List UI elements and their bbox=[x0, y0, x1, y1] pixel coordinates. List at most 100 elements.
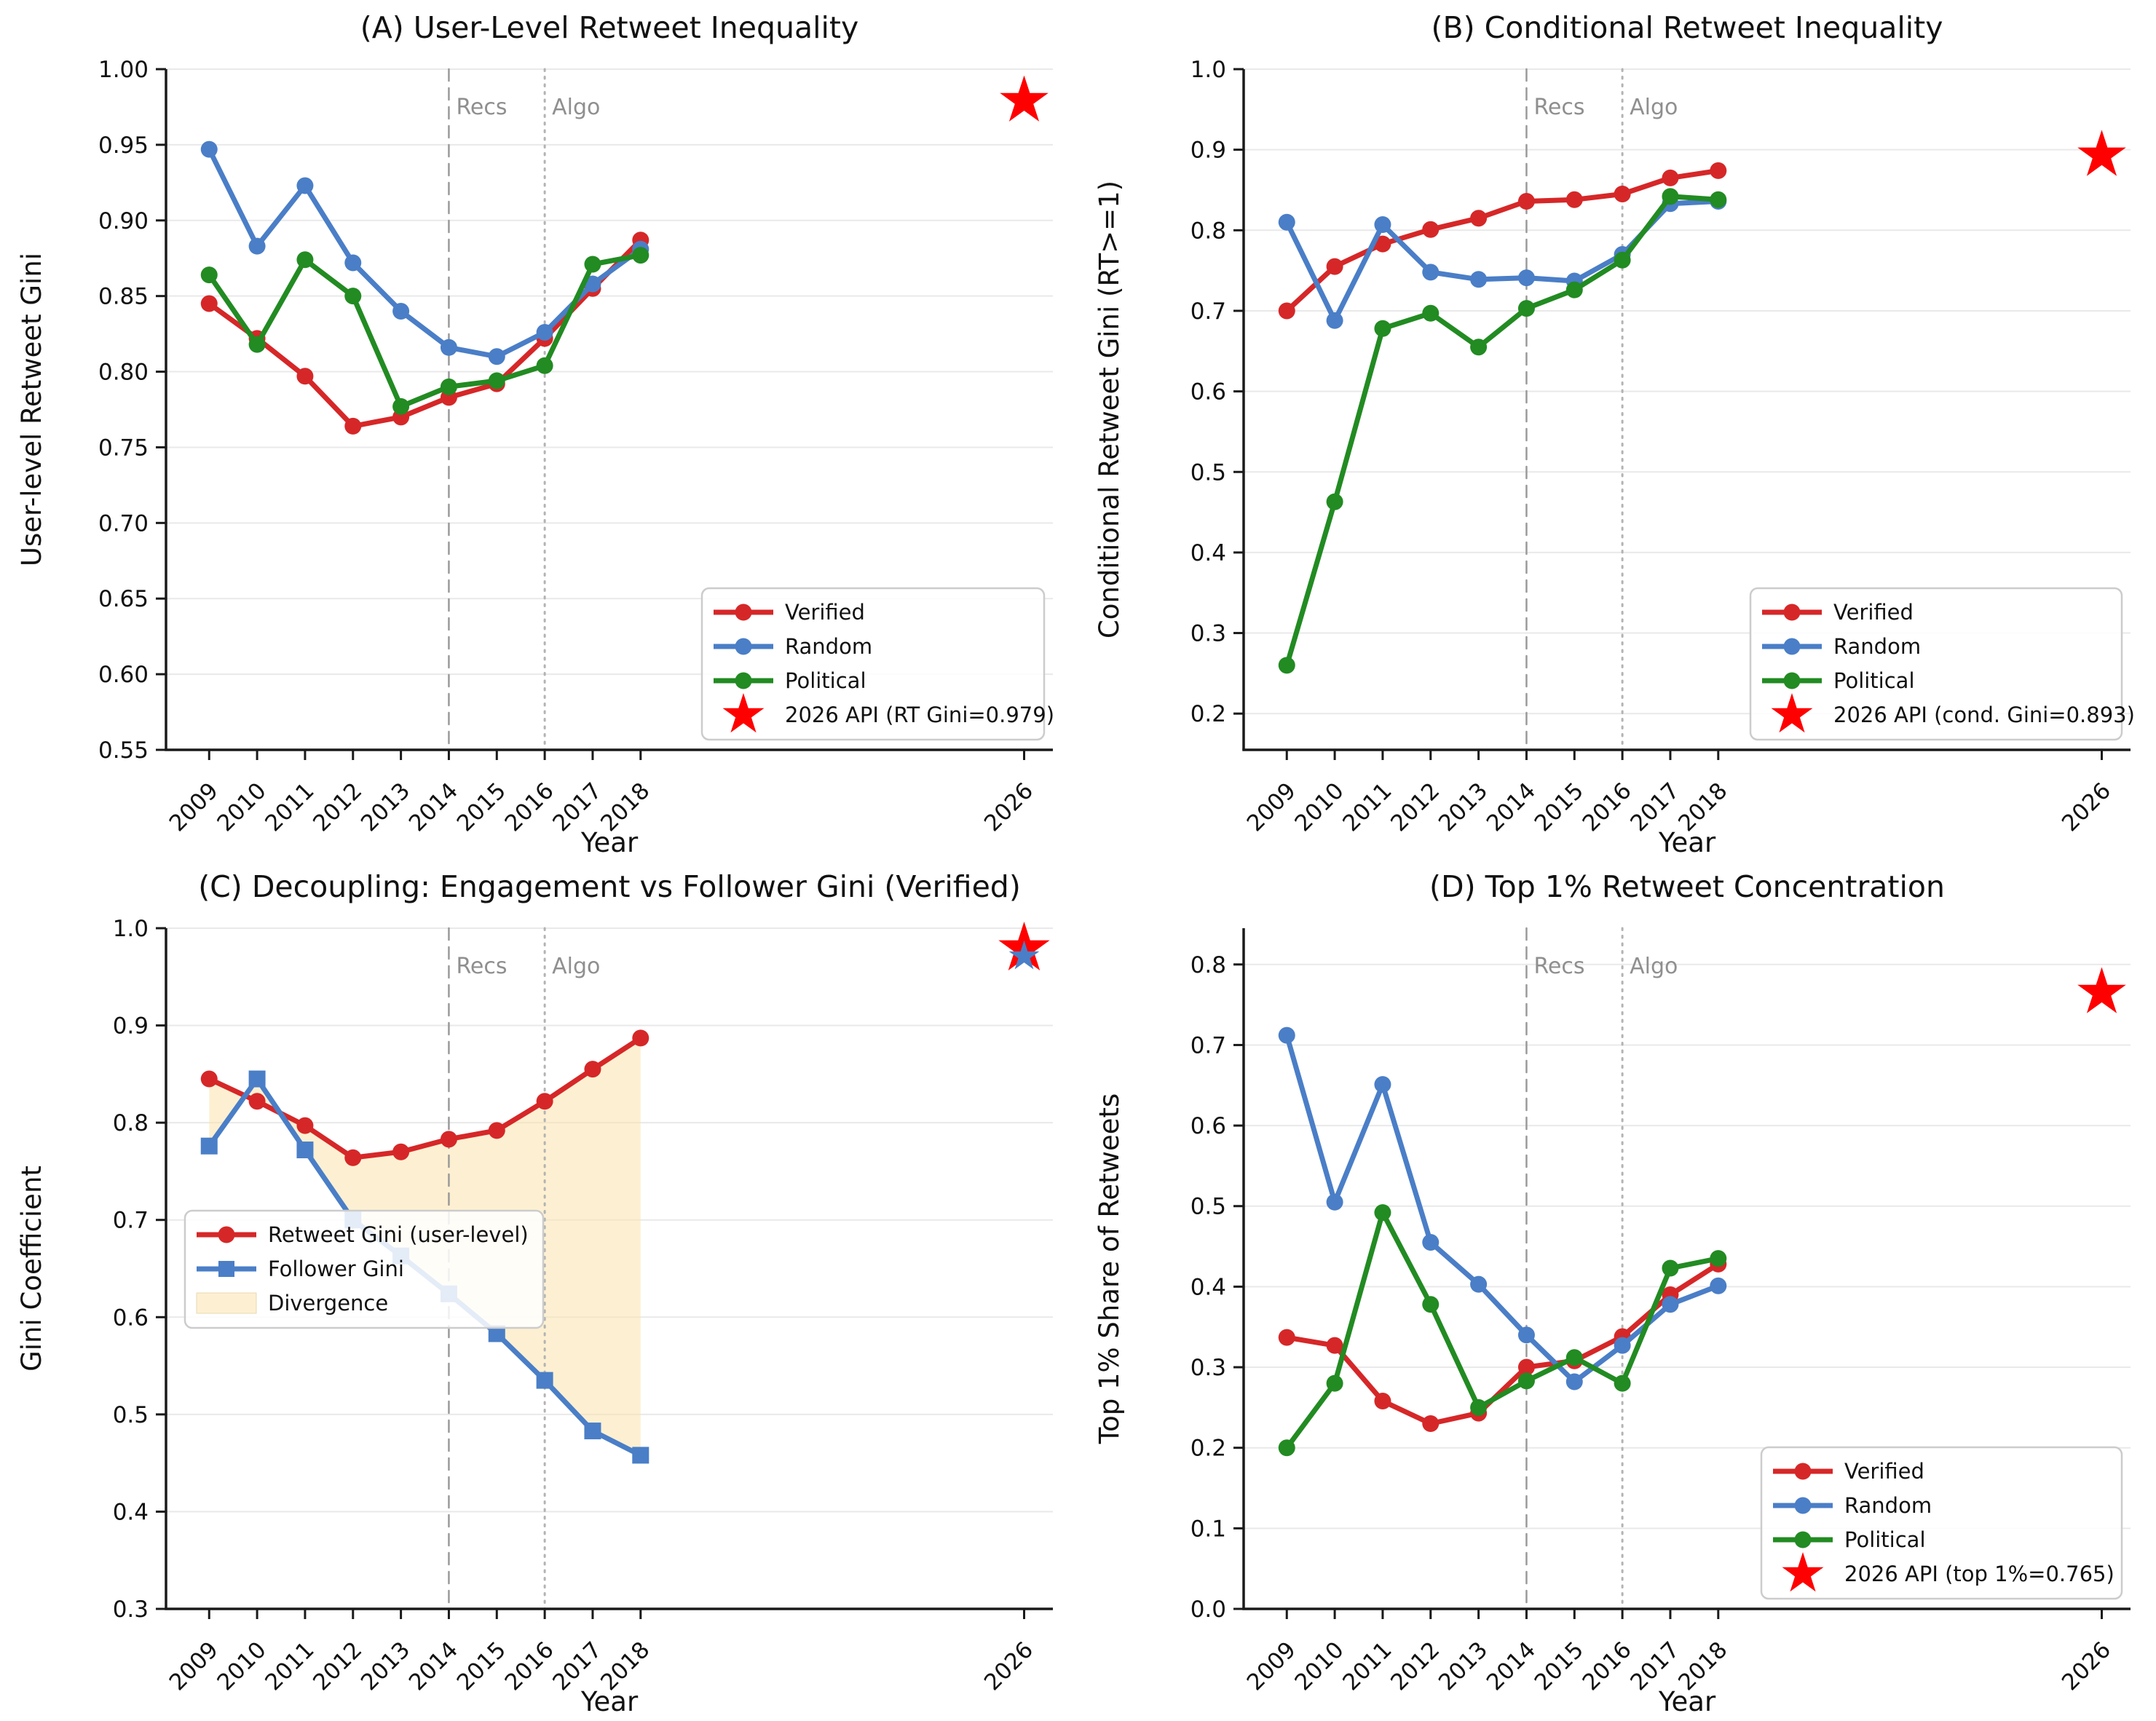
data-point bbox=[1662, 169, 1679, 186]
data-point bbox=[1614, 1374, 1631, 1392]
y-tick-label: 0.2 bbox=[1190, 1436, 1226, 1462]
event-label-recs: Recs bbox=[456, 95, 507, 120]
x-tick-label: 2015 bbox=[452, 778, 511, 836]
data-point bbox=[1662, 188, 1679, 205]
data-point bbox=[1470, 210, 1488, 227]
y-tick-label: 0.9 bbox=[113, 1013, 149, 1040]
data-point bbox=[584, 1423, 601, 1440]
data-point bbox=[1470, 271, 1488, 288]
forecast-star-marker bbox=[2077, 967, 2126, 1013]
data-point bbox=[584, 1061, 601, 1078]
data-point bbox=[296, 1117, 314, 1134]
data-point bbox=[200, 295, 218, 312]
x-tick-label: 2015 bbox=[1530, 778, 1589, 836]
legend-star-marker bbox=[722, 693, 765, 733]
chart-panel-a: Recs Algo 0.55 0.60 0.65 0.70 0.75 0.80 0.85 0.90… bbox=[0, 0, 1078, 859]
legend-label: Verified bbox=[1833, 600, 1914, 625]
y-tick-label: 0.8 bbox=[113, 1110, 149, 1136]
forecast-star-marker bbox=[1008, 940, 1040, 970]
x-tick-label: 2012 bbox=[1386, 778, 1445, 836]
x-tick-label: 2016 bbox=[1578, 1637, 1637, 1696]
y-tick-label: 1.0 bbox=[113, 916, 149, 942]
legend-marker bbox=[735, 638, 752, 655]
data-point bbox=[632, 247, 649, 264]
y-tick-label: 0.3 bbox=[113, 1597, 149, 1623]
data-point bbox=[1374, 1393, 1391, 1410]
y-axis-label: User-level Retweet Gini bbox=[16, 253, 47, 566]
legend-label: Political bbox=[1844, 1527, 1926, 1552]
legend-label: Retweet Gini (user-level) bbox=[268, 1222, 529, 1247]
x-axis-label: Year bbox=[580, 1686, 639, 1717]
data-point bbox=[1422, 1296, 1440, 1313]
y-tick-label: 0.85 bbox=[98, 284, 149, 310]
data-point bbox=[1662, 1296, 1679, 1313]
data-point bbox=[1517, 1358, 1535, 1376]
data-point bbox=[1517, 300, 1535, 317]
y-tick-label: 0.6 bbox=[1190, 379, 1226, 405]
y-tick-label: 0.6 bbox=[1190, 1113, 1226, 1139]
data-point bbox=[1278, 657, 1295, 674]
data-point bbox=[296, 251, 314, 269]
data-point bbox=[1278, 213, 1295, 231]
panel-title: (D) Top 1% Retweet Concentration bbox=[1429, 869, 1945, 904]
data-point bbox=[1710, 162, 1727, 179]
chart-panel-c: Recs Algo 0.3 0.4 0.5 0.6 0.7 0.8 0.9 1.0 2009 2010… bbox=[0, 859, 1078, 1718]
x-tick-label: 2010 bbox=[1290, 1637, 1349, 1696]
y-tick-label: 0.5 bbox=[113, 1402, 149, 1428]
data-point bbox=[200, 141, 218, 158]
x-tick-label: 2013 bbox=[1434, 778, 1493, 836]
data-point bbox=[1326, 312, 1343, 329]
x-tick-label: 2010 bbox=[212, 1637, 271, 1696]
y-tick-label: 0.70 bbox=[98, 510, 149, 537]
x-tick-label: 2014 bbox=[404, 1637, 463, 1696]
legend-marker bbox=[1783, 672, 1801, 689]
series-line-0 bbox=[1284, 167, 1721, 314]
legend: Verified Random Political 2026 API (top 1%=… bbox=[1760, 1446, 2123, 1600]
forecast-star-marker bbox=[1000, 75, 1049, 122]
y-tick-label: 0.90 bbox=[98, 208, 149, 234]
legend-marker bbox=[1794, 1497, 1812, 1514]
data-point bbox=[1326, 1193, 1343, 1211]
data-point bbox=[536, 357, 553, 374]
data-point bbox=[1374, 235, 1391, 253]
data-point bbox=[1565, 281, 1583, 298]
data-point bbox=[296, 177, 314, 194]
y-tick-label: 0.8 bbox=[1190, 218, 1226, 244]
legend-label: 2026 API (RT Gini=0.979) bbox=[785, 703, 1054, 727]
event-label-recs: Recs bbox=[1533, 95, 1584, 120]
y-tick-label: 0.8 bbox=[1190, 952, 1226, 978]
data-point bbox=[1422, 264, 1440, 281]
x-tick-label: 2026 bbox=[979, 1637, 1038, 1696]
y-tick-label: 0.4 bbox=[1190, 540, 1226, 566]
data-point bbox=[1614, 1337, 1631, 1354]
data-point bbox=[1422, 221, 1440, 238]
legend-marker bbox=[735, 672, 752, 689]
series-line-2 bbox=[1284, 194, 1721, 668]
data-point bbox=[1278, 1329, 1295, 1346]
y-tick-label: 0.6 bbox=[113, 1305, 149, 1331]
data-point bbox=[1470, 1275, 1488, 1293]
x-tick-label: 2011 bbox=[260, 778, 319, 836]
data-point bbox=[488, 372, 505, 389]
data-point bbox=[296, 368, 314, 385]
series-line-0 bbox=[1284, 1261, 1721, 1426]
x-tick-label: 2014 bbox=[404, 778, 463, 836]
x-tick-label: 2012 bbox=[308, 778, 367, 836]
y-tick-label: 0.4 bbox=[113, 1499, 149, 1525]
legend-label: Political bbox=[1833, 668, 1915, 693]
data-point bbox=[200, 266, 218, 284]
data-point bbox=[392, 397, 410, 415]
chart-svg-c: Recs Algo 0.3 0.4 0.5 0.6 0.7 0.8 0.9 1.0 20092010… bbox=[16, 869, 1053, 1717]
x-tick-label: 2010 bbox=[1290, 778, 1349, 836]
y-tick-label: 0.3 bbox=[1190, 1355, 1226, 1381]
y-tick-label: 0.65 bbox=[98, 586, 149, 612]
data-point bbox=[1565, 191, 1583, 208]
legend-marker bbox=[218, 1226, 235, 1243]
legend-label: Verified bbox=[1844, 1459, 1924, 1484]
data-point bbox=[1374, 216, 1391, 234]
data-point bbox=[1710, 1277, 1727, 1294]
x-axis-label: Year bbox=[1658, 827, 1716, 858]
chart-svg-b: Recs Algo0.20.30.40.50.60.70.80.91.020092… bbox=[1094, 10, 2135, 858]
legend-marker bbox=[1794, 1531, 1812, 1548]
